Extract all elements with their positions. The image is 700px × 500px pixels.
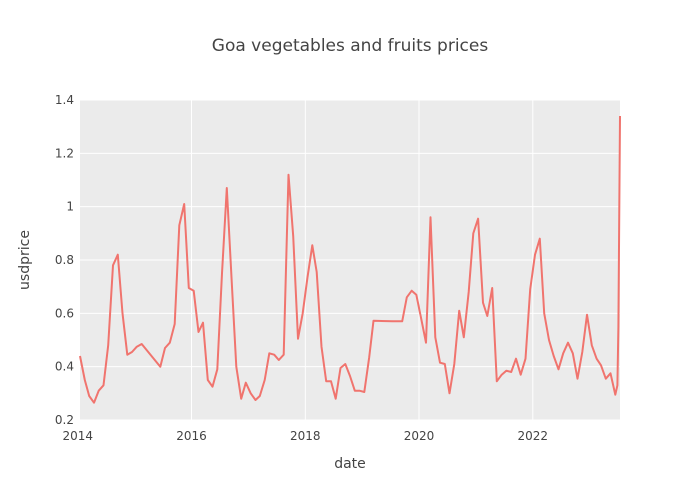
x-tick-label: 2022 xyxy=(518,429,549,443)
y-tick-label: 0.2 xyxy=(55,413,74,427)
y-tick-label: 0.4 xyxy=(55,360,74,374)
chart-title: Goa vegetables and fruits prices xyxy=(212,36,489,56)
y-tick-label: 0.8 xyxy=(55,253,74,267)
y-tick-label: 1 xyxy=(66,200,74,214)
x-tick-label: 2014 xyxy=(63,429,94,443)
y-gridlines xyxy=(80,99,620,421)
y-tick-label: 0.6 xyxy=(55,306,74,320)
x-axis-title: date xyxy=(334,456,366,472)
y-axis-title: usdprice xyxy=(17,230,33,290)
y-tick-label: 1.4 xyxy=(55,93,74,107)
x-gridlines xyxy=(77,100,534,420)
x-tick-labels: 2014 2016 2018 2020 2022 xyxy=(63,429,549,443)
y-tick-label: 1.2 xyxy=(55,146,74,160)
x-tick-label: 2016 xyxy=(176,429,207,443)
x-tick-label: 2018 xyxy=(290,429,321,443)
y-tick-labels: 0.2 0.4 0.6 0.8 1 1.2 1.4 xyxy=(55,93,74,427)
price-series-line xyxy=(79,115,621,404)
x-tick-label: 2020 xyxy=(404,429,435,443)
